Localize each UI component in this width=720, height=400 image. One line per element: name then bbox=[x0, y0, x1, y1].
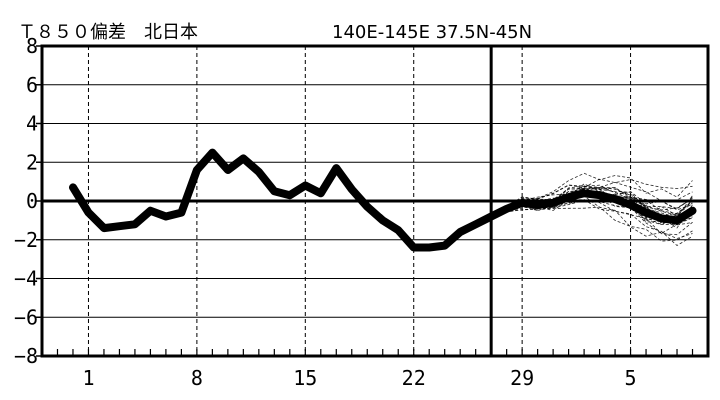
x-tick-label: 29 bbox=[510, 366, 534, 390]
ensemble-members bbox=[490, 172, 693, 246]
axes bbox=[36, 44, 710, 358]
observed-line bbox=[69, 148, 697, 252]
observed-series bbox=[69, 148, 697, 252]
y-tick-label: −6 bbox=[14, 305, 38, 329]
y-tick-label: −2 bbox=[14, 228, 38, 252]
tick-labels: −8 −6 −4 −2 0 2 4 6 8 1 8 15 22 29 5 bbox=[14, 34, 637, 390]
y-tick-label: −4 bbox=[14, 267, 38, 291]
chart-subtitle: 140E-145E 37.5N-45N bbox=[332, 22, 532, 43]
y-tick-label: 0 bbox=[26, 189, 38, 213]
ensemble-member-line bbox=[491, 190, 693, 234]
y-tick-label: 4 bbox=[26, 112, 38, 136]
ensemble-member-line bbox=[490, 183, 693, 225]
x-tick-label: 22 bbox=[402, 366, 426, 390]
y-tick-label: 8 bbox=[26, 34, 38, 58]
x-tick-label: 15 bbox=[293, 366, 317, 390]
y-tick-label: 6 bbox=[26, 73, 38, 97]
x-tick-label: 5 bbox=[625, 366, 637, 390]
y-tick-label: −8 bbox=[14, 344, 38, 368]
x-tick-label: 1 bbox=[82, 366, 94, 390]
y-tick-label: 2 bbox=[26, 150, 38, 174]
x-tick-label: 8 bbox=[191, 366, 203, 390]
chart-title: Ｔ８５０偏差 北日本 bbox=[18, 22, 198, 43]
plot-frame bbox=[40, 44, 710, 358]
